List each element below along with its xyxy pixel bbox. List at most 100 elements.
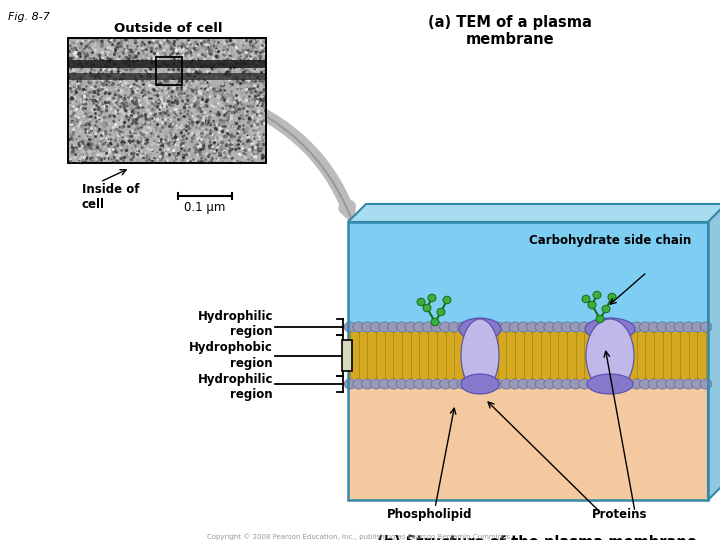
Ellipse shape: [585, 318, 635, 340]
Ellipse shape: [561, 322, 573, 332]
Ellipse shape: [648, 322, 660, 332]
Ellipse shape: [474, 379, 486, 389]
Ellipse shape: [622, 322, 634, 332]
Polygon shape: [348, 204, 720, 222]
Text: Carbohydrate side chain: Carbohydrate side chain: [529, 234, 691, 247]
Ellipse shape: [413, 322, 426, 332]
Ellipse shape: [683, 379, 695, 389]
Ellipse shape: [593, 291, 601, 299]
Ellipse shape: [613, 322, 625, 332]
Ellipse shape: [344, 379, 356, 389]
Ellipse shape: [535, 379, 547, 389]
Ellipse shape: [492, 322, 503, 332]
Ellipse shape: [405, 322, 417, 332]
Ellipse shape: [639, 379, 651, 389]
Ellipse shape: [657, 322, 668, 332]
Ellipse shape: [509, 322, 521, 332]
Ellipse shape: [518, 322, 529, 332]
Ellipse shape: [588, 379, 599, 389]
Ellipse shape: [423, 379, 434, 389]
Ellipse shape: [466, 322, 477, 332]
Text: (b) Structure of the plasma membrane: (b) Structure of the plasma membrane: [377, 535, 697, 540]
Ellipse shape: [579, 379, 590, 389]
Ellipse shape: [665, 379, 677, 389]
Ellipse shape: [605, 322, 616, 332]
Ellipse shape: [423, 322, 434, 332]
Ellipse shape: [544, 379, 556, 389]
Text: Hydrophilic
region: Hydrophilic region: [197, 310, 273, 338]
Text: Fig. 8-7: Fig. 8-7: [8, 12, 50, 22]
Ellipse shape: [602, 305, 610, 313]
Ellipse shape: [588, 322, 599, 332]
Ellipse shape: [582, 295, 590, 303]
Ellipse shape: [379, 322, 390, 332]
Ellipse shape: [457, 322, 469, 332]
Text: Hydrophobic
region: Hydrophobic region: [189, 341, 273, 369]
Ellipse shape: [370, 322, 382, 332]
Bar: [68, 73, 266, 80]
Bar: [348, 222, 708, 500]
Text: Hydrophilic
region: Hydrophilic region: [197, 373, 273, 401]
Ellipse shape: [449, 379, 460, 389]
Ellipse shape: [526, 322, 538, 332]
Ellipse shape: [492, 379, 503, 389]
Ellipse shape: [461, 374, 499, 394]
Bar: [156, 57, 182, 85]
Ellipse shape: [483, 379, 495, 389]
Ellipse shape: [587, 374, 633, 394]
Ellipse shape: [586, 319, 634, 392]
Bar: [342, 340, 352, 371]
Ellipse shape: [443, 296, 451, 303]
Ellipse shape: [440, 322, 451, 332]
Ellipse shape: [379, 379, 390, 389]
Ellipse shape: [509, 379, 521, 389]
Ellipse shape: [423, 304, 431, 312]
Ellipse shape: [691, 322, 703, 332]
Ellipse shape: [431, 318, 439, 326]
Ellipse shape: [596, 379, 608, 389]
Ellipse shape: [596, 315, 604, 323]
Text: Proteins: Proteins: [593, 508, 648, 521]
Ellipse shape: [428, 294, 436, 302]
Text: Inside of
cell: Inside of cell: [82, 183, 140, 211]
Ellipse shape: [613, 379, 625, 389]
Ellipse shape: [570, 322, 582, 332]
Ellipse shape: [570, 379, 582, 389]
Ellipse shape: [387, 322, 400, 332]
Ellipse shape: [674, 379, 686, 389]
Ellipse shape: [500, 379, 512, 389]
Ellipse shape: [387, 379, 400, 389]
Ellipse shape: [605, 379, 616, 389]
Ellipse shape: [449, 322, 460, 332]
Ellipse shape: [518, 379, 529, 389]
Ellipse shape: [474, 322, 486, 332]
Ellipse shape: [648, 379, 660, 389]
Ellipse shape: [700, 379, 712, 389]
Ellipse shape: [459, 318, 501, 340]
Text: (a) TEM of a plasma
membrane: (a) TEM of a plasma membrane: [428, 15, 592, 48]
Ellipse shape: [657, 379, 668, 389]
Ellipse shape: [500, 322, 512, 332]
Ellipse shape: [665, 322, 677, 332]
Ellipse shape: [457, 379, 469, 389]
Ellipse shape: [561, 379, 573, 389]
Ellipse shape: [353, 379, 364, 389]
Ellipse shape: [466, 379, 477, 389]
Ellipse shape: [622, 379, 634, 389]
Ellipse shape: [683, 322, 695, 332]
Ellipse shape: [431, 322, 443, 332]
Bar: [348, 222, 708, 357]
Ellipse shape: [483, 322, 495, 332]
Ellipse shape: [631, 322, 642, 332]
Ellipse shape: [596, 322, 608, 332]
Bar: [68, 60, 266, 68]
Ellipse shape: [552, 322, 564, 332]
Ellipse shape: [440, 379, 451, 389]
Bar: [348, 332, 708, 379]
Ellipse shape: [674, 322, 686, 332]
Ellipse shape: [361, 379, 373, 389]
Ellipse shape: [353, 322, 364, 332]
Ellipse shape: [700, 322, 712, 332]
Ellipse shape: [396, 379, 408, 389]
Ellipse shape: [588, 301, 596, 309]
